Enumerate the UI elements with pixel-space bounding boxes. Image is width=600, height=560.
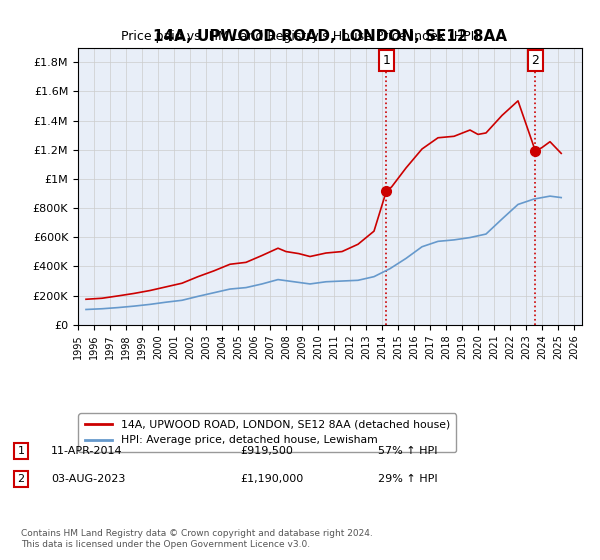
Text: Price paid vs. HM Land Registry's House Price Index (HPI): Price paid vs. HM Land Registry's House …: [121, 30, 479, 43]
Title: 14A, UPWOOD ROAD, LONDON, SE12 8AA: 14A, UPWOOD ROAD, LONDON, SE12 8AA: [153, 29, 507, 44]
Text: £919,500: £919,500: [240, 446, 293, 456]
Text: 1: 1: [383, 54, 391, 67]
Text: 57% ↑ HPI: 57% ↑ HPI: [378, 446, 437, 456]
Legend: 14A, UPWOOD ROAD, LONDON, SE12 8AA (detached house), HPI: Average price, detache: 14A, UPWOOD ROAD, LONDON, SE12 8AA (deta…: [79, 413, 457, 452]
Text: 03-AUG-2023: 03-AUG-2023: [51, 474, 125, 484]
Text: Contains HM Land Registry data © Crown copyright and database right 2024.
This d: Contains HM Land Registry data © Crown c…: [21, 529, 373, 549]
Text: 29% ↑ HPI: 29% ↑ HPI: [378, 474, 437, 484]
Text: 2: 2: [17, 474, 25, 484]
Text: 2: 2: [532, 54, 539, 67]
Text: 11-APR-2014: 11-APR-2014: [51, 446, 122, 456]
Text: 1: 1: [17, 446, 25, 456]
Text: £1,190,000: £1,190,000: [240, 474, 303, 484]
